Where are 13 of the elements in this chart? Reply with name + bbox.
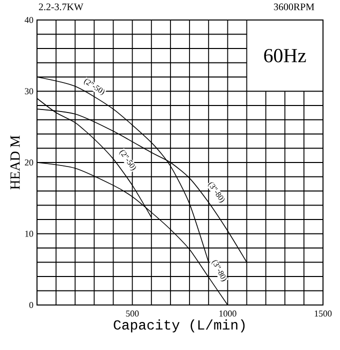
y-axis-title: HEAD M (10, 136, 20, 190)
y-tick-label: 20 (24, 159, 34, 166)
chart-title: 2.2-3.7KW (38, 4, 84, 10)
chart-subtitle: 3600RPM (274, 4, 314, 10)
x-tick-label: 1000 (219, 310, 236, 317)
x-axis-title: Capacity (L/min) (114, 319, 245, 332)
y-tick-label: 40 (24, 16, 34, 24)
y-tick-label: 0 (29, 302, 34, 308)
y-tick-label: 30 (24, 88, 34, 94)
annotation: 60Hz (264, 48, 306, 62)
x-tick-label: 500 (126, 310, 139, 317)
x-tick-label: 1500 (314, 310, 332, 317)
y-tick-label: 10 (25, 230, 34, 237)
